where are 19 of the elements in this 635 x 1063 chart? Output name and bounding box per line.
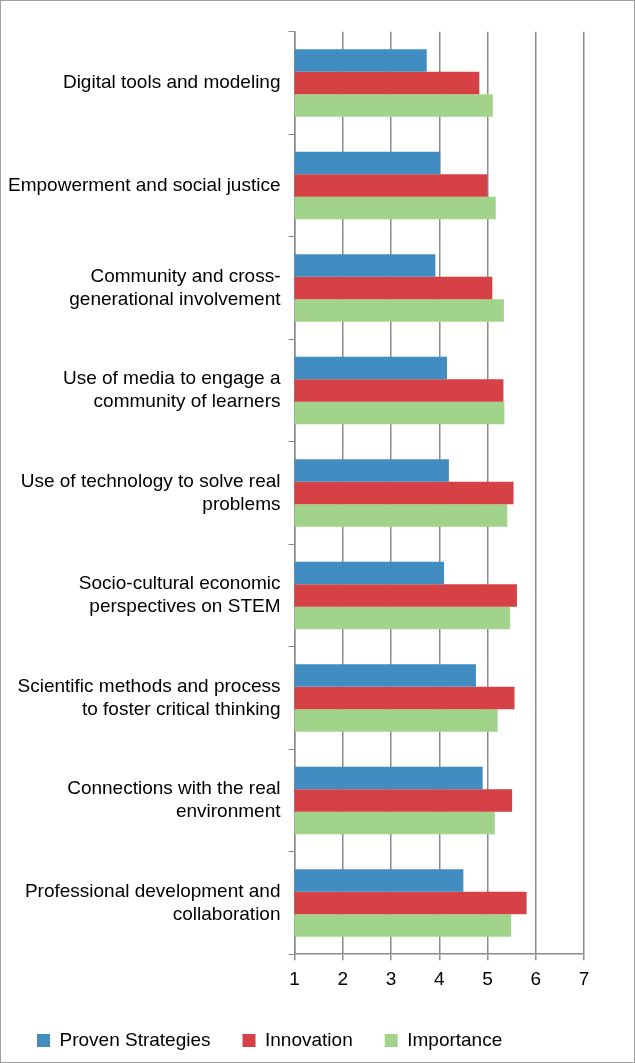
x-tick-label: 5 — [482, 967, 493, 989]
legend-label: Innovation — [265, 1028, 353, 1050]
y-tick-label: Empowerment and social justice — [8, 173, 281, 195]
x-tick-label: 3 — [385, 967, 397, 989]
legend-label: Importance — [407, 1028, 503, 1050]
y-tick-label: Socio-cultural economic perspectives on STEM — [78, 572, 281, 617]
y-tick-label: Use of media to engage a community of learners — [62, 367, 281, 412]
x-tick-label: 6 — [530, 967, 542, 989]
y-tick-label: Digital tools and modeling — [62, 71, 281, 93]
y-tick-label: Scientific methods and process to foster critical thinking — [17, 674, 281, 719]
legend-label: Proven Strategies — [59, 1028, 211, 1050]
x-tick-label: 4 — [433, 967, 445, 989]
x-tick-label: 7 — [578, 967, 590, 989]
x-tick-label: 1 — [289, 967, 300, 989]
y-tick-label: Community and cross-generational involvement — [69, 264, 282, 309]
y-tick-label: Connections with the real environment — [67, 777, 282, 822]
y-tick-label: Use of technology to solve real problems — [20, 469, 281, 514]
y-tick-label: Professional development and collaboration — [24, 879, 281, 924]
x-tick-label: 2 — [337, 967, 349, 989]
